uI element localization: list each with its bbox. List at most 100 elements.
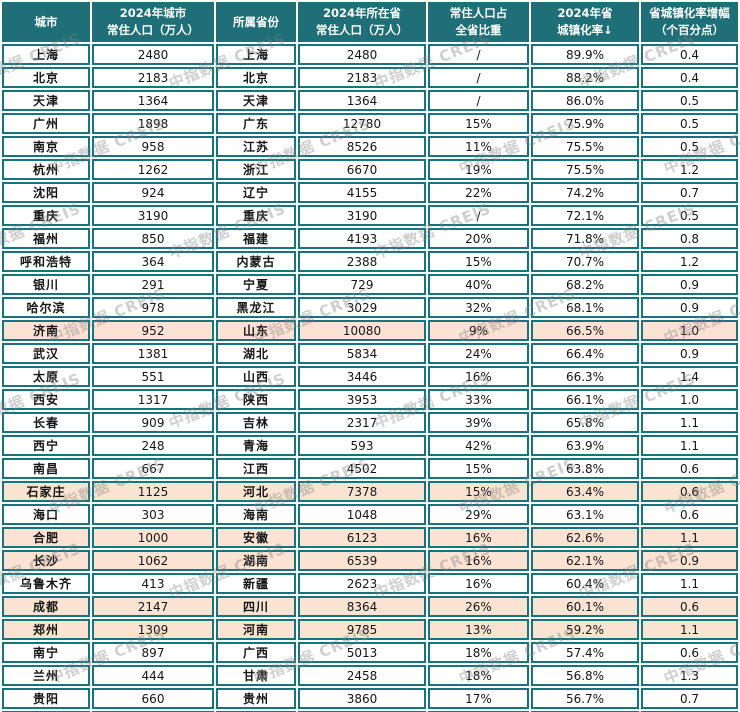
cell-province: 贵州 — [216, 688, 296, 709]
cell-population-share: 15% — [428, 481, 529, 502]
cell-rate-increase: 0.6 — [641, 458, 738, 479]
cell-province-population: 8526 — [298, 136, 426, 157]
cell-province: 北京 — [216, 67, 296, 88]
cell-city-population: 248 — [92, 435, 214, 456]
cell-rate-increase: 0.7 — [641, 182, 738, 203]
table-row: 北京 2183 北京 2183 / 88.2% 0.4 — [2, 67, 738, 88]
table-row: 海口 303 海南 1048 29% 63.1% 0.6 — [2, 504, 738, 525]
cell-urbanization-rate: 71.8% — [531, 228, 639, 249]
cell-city-population: 2147 — [92, 596, 214, 617]
cell-city: 广州 — [2, 113, 90, 134]
cell-population-share: 32% — [428, 297, 529, 318]
cell-urbanization-rate: 66.4% — [531, 343, 639, 364]
table-row: 长沙 1062 湖南 6539 16% 62.1% 0.9 — [2, 550, 738, 571]
cell-city: 石家庄 — [2, 481, 90, 502]
cell-city: 呼和浩特 — [2, 251, 90, 272]
cell-city-population: 909 — [92, 412, 214, 433]
cell-population-share: 22% — [428, 182, 529, 203]
table-row: 哈尔滨 978 黑龙江 3029 32% 68.1% 0.9 — [2, 297, 738, 318]
cell-rate-increase: 0.5 — [641, 205, 738, 226]
col-header-population-share: 常住人口占 全省比重 — [428, 2, 529, 42]
cell-city-population: 958 — [92, 136, 214, 157]
cell-urbanization-rate: 66.1% — [531, 389, 639, 410]
cell-city-population: 850 — [92, 228, 214, 249]
cell-rate-increase: 1.1 — [641, 573, 738, 594]
cell-province-population: 7378 — [298, 481, 426, 502]
cell-city-population: 1381 — [92, 343, 214, 364]
cell-rate-increase: 0.8 — [641, 228, 738, 249]
cell-population-share: 16% — [428, 550, 529, 571]
cell-province-population: 1364 — [298, 90, 426, 111]
col-header-rate-increase: 省城镇化率增幅 （个百分点） — [641, 2, 738, 42]
cell-city: 西宁 — [2, 435, 90, 456]
cell-rate-increase: 1.1 — [641, 619, 738, 640]
col-header-province: 所属省份 — [216, 2, 296, 42]
cell-population-share: 13% — [428, 619, 529, 640]
cell-rate-increase: 1.4 — [641, 366, 738, 387]
cell-province-population: 3029 — [298, 297, 426, 318]
table-row: 石家庄 1125 河北 7378 15% 63.4% 0.6 — [2, 481, 738, 502]
cell-province-population: 2458 — [298, 665, 426, 686]
cell-province-population: 10080 — [298, 320, 426, 341]
cell-urbanization-rate: 63.1% — [531, 504, 639, 525]
cell-city-population: 291 — [92, 274, 214, 295]
cell-city: 南京 — [2, 136, 90, 157]
cell-city: 乌鲁木齐 — [2, 573, 90, 594]
cell-province-population: 6539 — [298, 550, 426, 571]
cell-population-share: 16% — [428, 366, 529, 387]
cell-population-share: 16% — [428, 527, 529, 548]
cell-province-population: 2183 — [298, 67, 426, 88]
cell-urbanization-rate: 89.9% — [531, 44, 639, 65]
cell-rate-increase: 1.1 — [641, 527, 738, 548]
cell-province: 河北 — [216, 481, 296, 502]
cell-urbanization-rate: 60.1% — [531, 596, 639, 617]
cell-province-population: 2388 — [298, 251, 426, 272]
table-row: 乌鲁木齐 413 新疆 2623 16% 60.4% 1.1 — [2, 573, 738, 594]
cell-city-population: 551 — [92, 366, 214, 387]
cell-province: 四川 — [216, 596, 296, 617]
cell-city: 长沙 — [2, 550, 90, 571]
cell-city-population: 2183 — [92, 67, 214, 88]
cell-city-population: 303 — [92, 504, 214, 525]
cell-rate-increase: 0.6 — [641, 504, 738, 525]
cell-city: 银川 — [2, 274, 90, 295]
cell-province-population: 3953 — [298, 389, 426, 410]
cell-province-population: 593 — [298, 435, 426, 456]
cell-city-population: 1317 — [92, 389, 214, 410]
cell-population-share: 26% — [428, 596, 529, 617]
cell-population-share: / — [428, 90, 529, 111]
cell-urbanization-rate: 65.8% — [531, 412, 639, 433]
cell-city-population: 364 — [92, 251, 214, 272]
cell-province: 海南 — [216, 504, 296, 525]
cell-population-share: 17% — [428, 688, 529, 709]
cell-city-population: 3190 — [92, 205, 214, 226]
cell-city-population: 1309 — [92, 619, 214, 640]
cell-rate-increase: 1.0 — [641, 389, 738, 410]
table-row: 兰州 444 甘肃 2458 18% 56.8% 1.3 — [2, 665, 738, 686]
cell-urbanization-rate: 88.2% — [531, 67, 639, 88]
cell-city: 南昌 — [2, 458, 90, 479]
table-row: 合肥 1000 安徽 6123 16% 62.6% 1.1 — [2, 527, 738, 548]
cell-city: 长春 — [2, 412, 90, 433]
header-row: 城市 2024年城市 常住人口（万人） 所属省份 2024年所在省 常住人口（万… — [2, 2, 738, 42]
cell-province: 重庆 — [216, 205, 296, 226]
cell-city: 杭州 — [2, 159, 90, 180]
cell-province-population: 2317 — [298, 412, 426, 433]
table-row: 银川 291 宁夏 729 40% 68.2% 0.9 — [2, 274, 738, 295]
cell-urbanization-rate: 60.4% — [531, 573, 639, 594]
col-header-city-population: 2024年城市 常住人口（万人） — [92, 2, 214, 42]
cell-urbanization-rate: 75.5% — [531, 159, 639, 180]
cell-rate-increase: 0.9 — [641, 343, 738, 364]
cell-city: 太原 — [2, 366, 90, 387]
cell-province: 宁夏 — [216, 274, 296, 295]
cell-city-population: 1125 — [92, 481, 214, 502]
cell-rate-increase: 1.1 — [641, 412, 738, 433]
cell-rate-increase: 1.3 — [641, 665, 738, 686]
cell-rate-increase: 0.5 — [641, 113, 738, 134]
cell-rate-increase: 1.0 — [641, 320, 738, 341]
cell-province: 广西 — [216, 642, 296, 663]
cell-city: 南宁 — [2, 642, 90, 663]
cell-population-share: 39% — [428, 412, 529, 433]
cell-city-population: 1000 — [92, 527, 214, 548]
